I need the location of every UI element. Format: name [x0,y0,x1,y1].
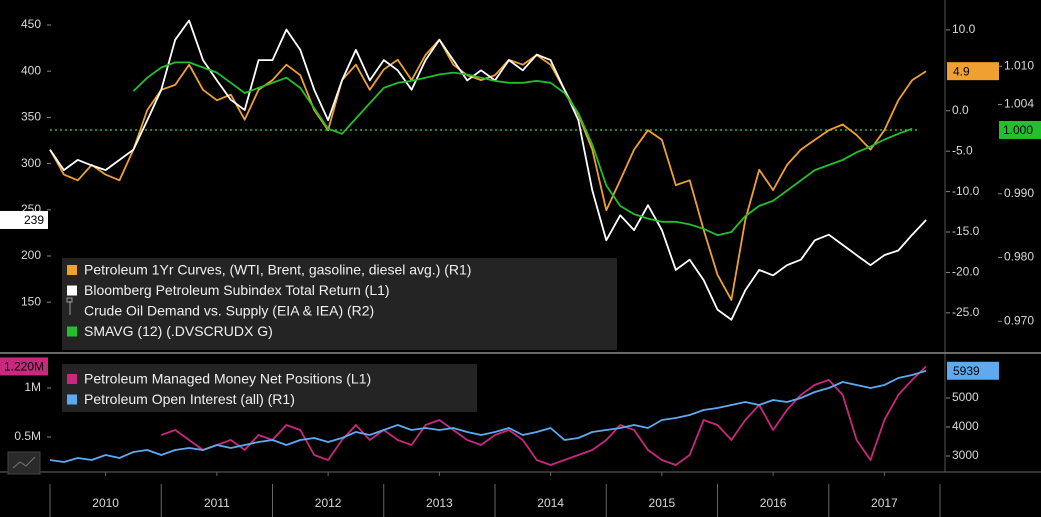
y-tick-label: -25.0 [952,305,980,319]
y-tick-label: 400 [21,63,41,77]
y-tick-label: 3000 [952,448,979,462]
x-tick-label: 2017 [871,496,898,510]
reference-tag [999,120,1041,139]
series-line [49,369,927,463]
x-tick-label: 2016 [760,496,787,510]
y-tick-label: 150 [21,294,41,308]
y-tick-label: 0.5M [14,429,41,443]
y-tick-label: 0.990 [1004,186,1034,200]
y-tick-label: 350 [21,110,41,124]
y-tick-label: 0.0 [952,103,969,117]
value-tag [947,62,999,81]
legend-swatch [67,265,77,275]
value-tag-label: 1.220M [4,360,44,374]
y-tick-label: -10.0 [952,184,980,198]
chart-icon[interactable] [7,451,41,475]
legend-label: Bloomberg Petroleum Subindex Total Retur… [84,282,390,298]
value-tag [0,210,48,229]
series-line [132,61,913,237]
x-tick-label: 2011 [204,496,230,510]
x-tick-label: 2010 [92,496,119,510]
x-tick-label: 2015 [649,496,676,510]
legend-swatch [67,326,77,337]
value-tag-label: 5939 [953,364,980,378]
legend-label: Crude Oil Demand vs. Supply (EIA & IEA) … [84,303,374,319]
value-tag [0,357,48,376]
y-tick-label: -20.0 [952,265,980,279]
y-tick-label: 10.0 [952,22,976,36]
legend-box [62,364,477,412]
y-tick-label: -15.0 [952,224,980,238]
legend-icon [66,297,73,303]
legend-swatch [67,374,77,384]
y-tick-label: -5.0 [952,143,973,157]
y-tick-label: 1.004 [1004,97,1034,111]
series-line [49,38,927,301]
legend-label: Petroleum Open Interest (all) (R1) [84,391,295,407]
value-tag-label: 239 [24,213,44,227]
reference-tag-label: 1.000 [1003,123,1033,137]
y-tick-label: 4000 [952,419,979,433]
legend-label: SMAVG (12) (.DVSCRUDX G) [84,323,273,339]
legend-label: Petroleum Managed Money Net Positions (L… [84,371,371,387]
y-tick-label: 1.010 [1004,58,1034,72]
y-tick-label: 200 [21,248,41,262]
x-tick-label: 2013 [426,496,453,510]
series-line [160,365,927,466]
chart-icon-line [12,456,36,469]
legend-label: Petroleum 1Yr Curves, (WTI, Brent, gasol… [84,262,471,278]
x-tick-label: 2012 [315,496,342,510]
value-tag-label: 4.9 [953,64,970,78]
y-tick-label: 0.980 [1004,250,1034,264]
y-tick-label: 5000 [952,390,979,404]
value-tag [947,361,999,380]
x-tick-label: 2014 [537,496,564,510]
y-tick-label: 0.970 [1004,313,1034,327]
legend-swatch [67,394,77,405]
y-tick-label: 300 [21,156,41,170]
legend-box [62,258,617,350]
y-tick-label: 1M [24,380,41,394]
legend-swatch [67,285,77,296]
y-tick-label: 450 [21,17,41,31]
series-line [49,19,927,321]
